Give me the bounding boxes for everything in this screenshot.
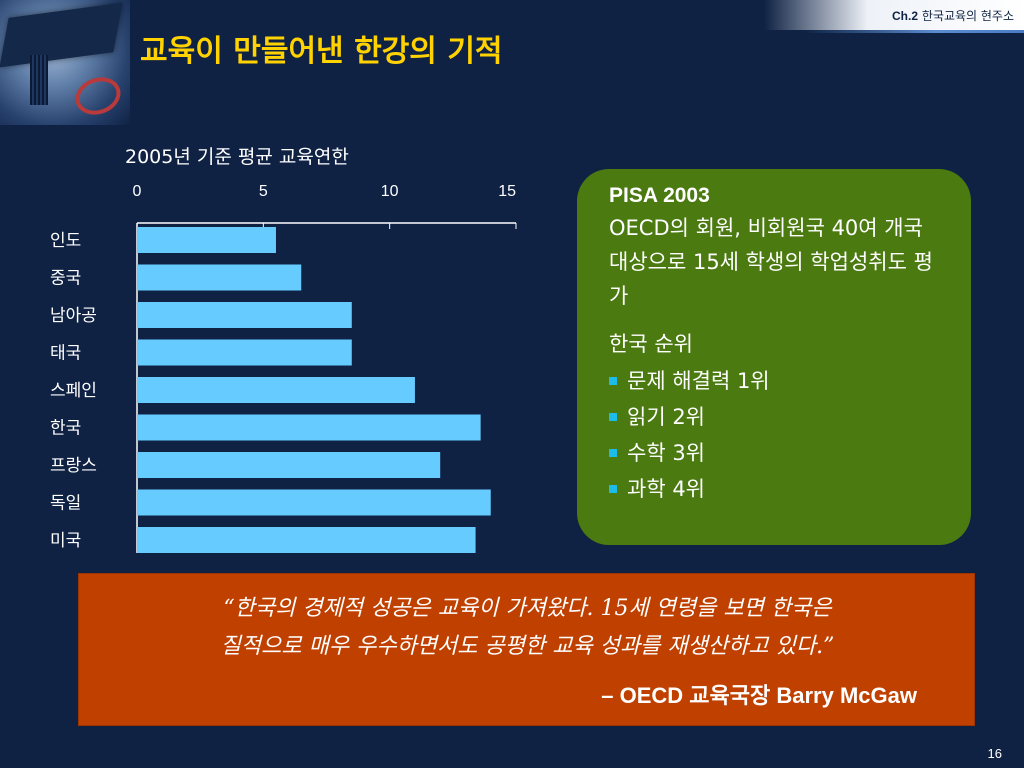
chapter-label: Ch.2 한국교육의 현주소: [892, 7, 1014, 24]
category-label: 독일: [50, 494, 81, 514]
x-tick-label: 15: [498, 183, 516, 200]
bar: [137, 227, 276, 253]
square-bullet-icon: [609, 485, 617, 493]
square-bullet-icon: [609, 449, 617, 457]
rank-list: 문제 해결력 1위 읽기 2위 수학 3위 과학 4위: [609, 363, 951, 507]
rank-label: 과학 4위: [627, 477, 705, 501]
page-number: 16: [987, 746, 1002, 761]
pisa-description: OECD의 회원, 비회원국 40여 개국 대상으로 15세 학생의 학업성취도…: [609, 216, 933, 308]
pisa-title: PISA 2003: [609, 184, 710, 207]
header-divider: [804, 30, 1024, 33]
category-label: 한국: [50, 419, 81, 439]
x-tick-label: 0: [133, 183, 142, 200]
square-bullet-icon: [609, 413, 617, 421]
bar: [137, 264, 302, 291]
category-label: 인도: [50, 231, 81, 251]
bar: [137, 414, 481, 441]
quote-line-1: “한국의 경제적 성공은 교육이 가져왔다. 15세 연령을 보면 한국은: [223, 596, 832, 621]
category-label: 태국: [50, 344, 81, 364]
bar: [137, 339, 352, 366]
rank-heading: 한국 순위: [609, 332, 693, 356]
quote-line-2: 질적으로 매우 우수하면서도 공평한 교육 성과를 재생산하고 있다.”: [220, 634, 835, 659]
pisa-info-box: PISA 2003 OECD의 회원, 비회원국 40여 개국 대상으로 15세…: [577, 169, 971, 545]
rank-label: 문제 해결력 1위: [627, 369, 770, 393]
chart-title: 2005년 기준 평균 교육연한: [125, 146, 349, 168]
rank-label: 수학 3위: [627, 441, 705, 465]
slide-title: 교육이 만들어낸 한강의 기적: [140, 34, 503, 69]
category-label: 중국: [50, 269, 81, 289]
x-tick-label: 10: [381, 183, 399, 200]
tassel-shape: [30, 55, 48, 105]
square-bullet-icon: [609, 377, 617, 385]
quote-text: “한국의 경제적 성공은 교육이 가져왔다. 15세 연령을 보면 한국은 질적…: [79, 590, 976, 666]
chapter-title: 한국교육의 현주소: [921, 9, 1014, 23]
list-item: 읽기 2위: [609, 399, 951, 435]
list-item: 문제 해결력 1위: [609, 363, 951, 399]
bar: [137, 489, 491, 516]
bar: [137, 377, 415, 403]
category-label: 프랑스: [50, 456, 97, 476]
graduation-cap-image: [0, 0, 130, 125]
bar: [137, 452, 441, 478]
category-label: 미국: [50, 531, 81, 551]
bar: [137, 527, 476, 553]
bar: [137, 302, 352, 328]
x-tick-label: 5: [259, 183, 268, 200]
category-label: 남아공: [50, 306, 97, 326]
category-label: 스페인: [50, 381, 97, 401]
list-item: 수학 3위: [609, 435, 951, 471]
chapter-prefix: Ch.2: [892, 9, 919, 23]
list-item: 과학 4위: [609, 471, 951, 507]
quote-author: – OECD 교육국장 Barry McGaw: [601, 683, 917, 708]
quote-box: “한국의 경제적 성공은 교육이 가져왔다. 15세 연령을 보면 한국은 질적…: [78, 573, 975, 726]
header-highlight: [764, 0, 1024, 30]
rank-label: 읽기 2위: [627, 405, 705, 429]
